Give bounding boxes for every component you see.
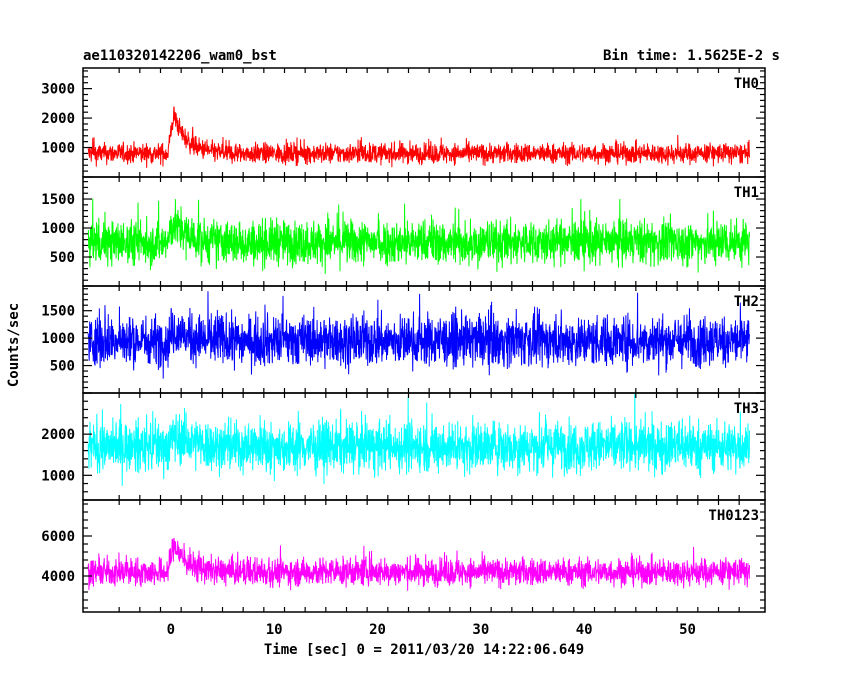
y-tick-label: 1500 bbox=[41, 304, 75, 320]
y-tick-label: 2000 bbox=[41, 111, 75, 127]
series-th0123 bbox=[87, 537, 750, 591]
series-th1 bbox=[87, 198, 750, 274]
y-tick-label: 1000 bbox=[41, 468, 75, 484]
chart-title: ae110320142206_wam0_bst bbox=[83, 48, 277, 64]
panel-th0123: 4000 6000 TH0123 bbox=[41, 499, 766, 613]
x-axis-label: Time [sec] 0 = 2011/03/20 14:22:06.649 bbox=[264, 642, 584, 658]
series-th0 bbox=[87, 106, 750, 168]
series-th3 bbox=[87, 393, 750, 486]
x-tick-label: 10 bbox=[266, 622, 283, 638]
x-tick-label: 20 bbox=[369, 622, 386, 638]
y-tick-label: 500 bbox=[50, 359, 75, 375]
panel-frame bbox=[82, 67, 766, 178]
panel-th0: 1000 2000 3000 TH0 bbox=[41, 67, 766, 178]
panel-label: TH0 bbox=[734, 76, 759, 92]
y-tick-label: 4000 bbox=[41, 569, 75, 585]
panel-th2: 500 1000 1500 TH2 bbox=[41, 285, 766, 394]
y-tick-label: 1000 bbox=[41, 331, 75, 347]
y-tick-label: 1000 bbox=[41, 221, 75, 237]
x-tick-label: 40 bbox=[576, 622, 593, 638]
x-tick-label: 30 bbox=[472, 622, 489, 638]
y-tick-label: 1000 bbox=[41, 141, 75, 157]
y-tick-label: 3000 bbox=[41, 82, 75, 98]
panel-label: TH0123 bbox=[708, 508, 759, 524]
x-tick-label: 0 bbox=[167, 622, 175, 638]
panel-th3: 1000 2000 TH3 bbox=[41, 392, 766, 501]
series-th2 bbox=[87, 291, 750, 379]
panel-label: TH1 bbox=[734, 185, 759, 201]
panel-frame bbox=[82, 499, 766, 613]
panel-label: TH3 bbox=[734, 401, 759, 417]
x-tick-label: 50 bbox=[679, 622, 696, 638]
panel-th1: 500 1000 1500 TH1 bbox=[41, 176, 766, 287]
y-tick-label: 2000 bbox=[41, 427, 75, 443]
y-tick-label: 1500 bbox=[41, 192, 75, 208]
panel-label: TH2 bbox=[734, 294, 759, 310]
y-tick-label: 6000 bbox=[41, 529, 75, 545]
bin-time-label: Bin time: 1.5625E-2 s bbox=[603, 48, 780, 64]
y-axis-label: Counts/sec bbox=[6, 303, 22, 387]
y-tick-label: 500 bbox=[50, 250, 75, 266]
